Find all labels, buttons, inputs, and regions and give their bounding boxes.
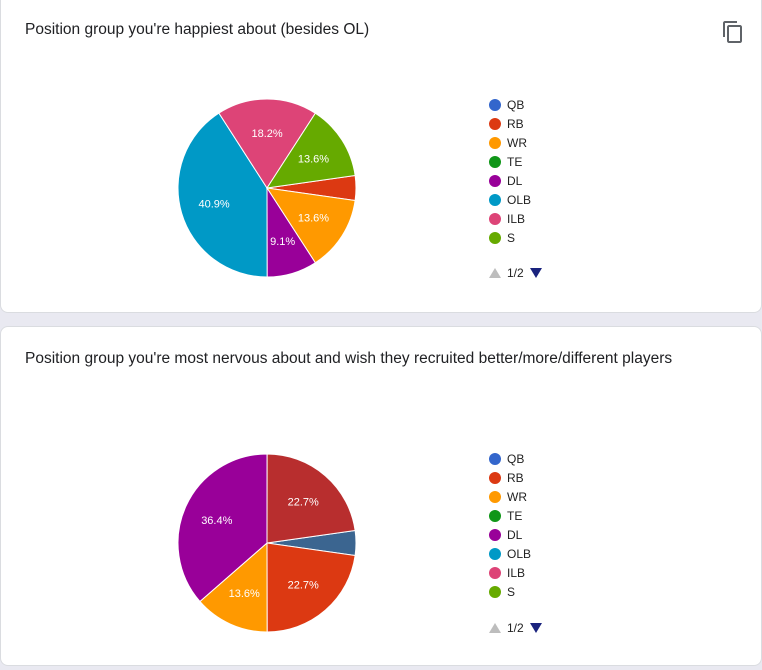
legend-item-olb[interactable]: OLB: [489, 190, 531, 209]
slice-data-label: 13.6%: [298, 153, 329, 165]
legend-label: RB: [507, 470, 524, 485]
legend: QB RB WR TE DL OLB ILB S: [489, 95, 531, 247]
legend-swatch: [489, 509, 501, 522]
legend-swatch: [489, 547, 501, 560]
slice-data-label: 22.7%: [288, 496, 319, 508]
page-indicator: 1/2: [507, 621, 524, 635]
legend-swatch: [489, 452, 501, 465]
copy-icon[interactable]: [721, 20, 745, 44]
pie-chart: 13.6%9.1%40.9%18.2%13.6%: [177, 98, 357, 278]
legend-item-te[interactable]: TE: [489, 152, 531, 171]
pie-slice-wr[interactable]: [199, 541, 268, 633]
previous-page-icon[interactable]: [489, 623, 501, 633]
pie-slice-rb[interactable]: [266, 542, 356, 633]
legend-label: TE: [507, 508, 523, 523]
slice-data-label: 40.9%: [198, 199, 229, 211]
legend-item-ilb[interactable]: ILB: [489, 563, 531, 582]
legend-swatch: [489, 174, 501, 187]
page-indicator: 1/2: [507, 266, 524, 280]
question-card-2: Position group you're most nervous about…: [0, 326, 762, 666]
legend-label: S: [507, 230, 516, 245]
legend-swatch: [489, 212, 501, 225]
slice-data-label: 18.2%: [251, 128, 282, 140]
legend-swatch: [489, 117, 501, 130]
legend-swatch: [489, 471, 501, 484]
legend-swatch: [489, 490, 501, 503]
legend-pager: 1/2: [489, 621, 542, 635]
legend-label: WR: [507, 489, 527, 504]
legend-label: RB: [507, 116, 524, 131]
legend: QB RB WR TE DL OLB ILB S: [489, 449, 531, 601]
legend-label: OLB: [507, 546, 532, 561]
legend-swatch: [489, 566, 501, 579]
legend-label: TE: [507, 154, 523, 169]
slice-data-label: 13.6%: [298, 213, 329, 225]
question-title: Position group you're happiest about (be…: [25, 21, 370, 38]
legend-item-dl[interactable]: DL: [489, 525, 531, 544]
slice-data-label: 36.4%: [201, 515, 232, 527]
legend-swatch: [489, 193, 501, 206]
legend-swatch: [489, 528, 501, 541]
legend-swatch: [489, 136, 501, 149]
legend-swatch: [489, 155, 501, 168]
legend-swatch: [489, 231, 501, 244]
pie-slice-wr[interactable]: [265, 187, 356, 264]
legend-label: ILB: [507, 565, 526, 580]
legend-label: QB: [507, 451, 525, 466]
legend-label: OLB: [507, 192, 532, 207]
legend-item-ilb[interactable]: ILB: [489, 209, 531, 228]
legend-pager: 1/2: [489, 266, 542, 280]
legend-label: S: [507, 584, 516, 599]
legend-item-qb[interactable]: QB: [489, 95, 531, 114]
legend-item-wr[interactable]: WR: [489, 133, 531, 152]
legend-item-wr[interactable]: WR: [489, 487, 531, 506]
legend-label: QB: [507, 97, 525, 112]
pie-slice-s[interactable]: [265, 112, 356, 189]
slice-data-label: 13.6%: [229, 588, 260, 600]
legend-swatch: [489, 98, 501, 111]
question-card-1: Position group you're happiest about (be…: [0, 0, 762, 313]
legend-item-s[interactable]: S: [489, 582, 531, 601]
legend-item-rb[interactable]: RB: [489, 114, 531, 133]
legend-item-qb[interactable]: QB: [489, 449, 531, 468]
pie-chart: 22.7% 13.6% 36.4% 22.7%: [177, 453, 357, 633]
slice-data-label: 22.7%: [288, 580, 319, 592]
legend-label: WR: [507, 135, 527, 150]
legend-item-olb[interactable]: OLB: [489, 544, 531, 563]
slice-data-label: 9.1%: [270, 236, 295, 248]
legend-item-s[interactable]: S: [489, 228, 531, 247]
pie-slice-ilb[interactable]: [218, 98, 317, 189]
previous-page-icon[interactable]: [489, 268, 501, 278]
next-page-icon[interactable]: [529, 268, 542, 278]
question-title: Position group you're most nervous about…: [25, 350, 673, 367]
next-page-icon[interactable]: [529, 623, 542, 633]
pie-slice-other[interactable]: [266, 453, 356, 544]
legend-label: DL: [507, 527, 523, 542]
legend-label: DL: [507, 173, 523, 188]
legend-item-rb[interactable]: RB: [489, 468, 531, 487]
legend-swatch: [489, 585, 501, 598]
legend-item-te[interactable]: TE: [489, 506, 531, 525]
pie-slice-dl[interactable]: [177, 453, 268, 603]
legend-label: ILB: [507, 211, 526, 226]
legend-item-dl[interactable]: DL: [489, 171, 531, 190]
